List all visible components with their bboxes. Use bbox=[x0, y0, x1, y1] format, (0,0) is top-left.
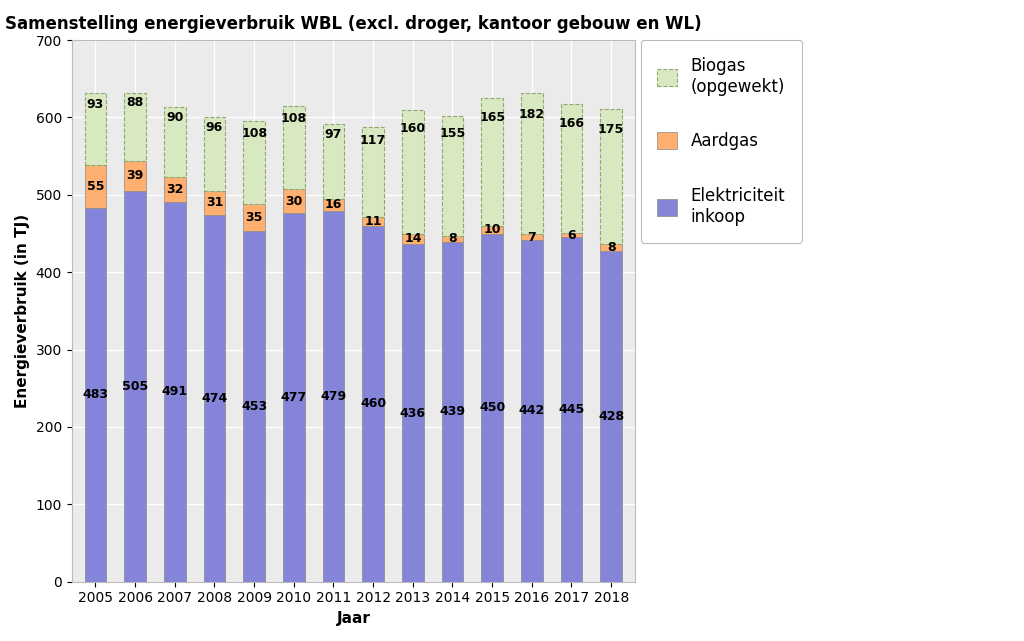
Bar bbox=[323, 211, 344, 582]
Bar bbox=[283, 213, 305, 582]
Bar bbox=[441, 116, 464, 236]
Text: 436: 436 bbox=[399, 406, 426, 420]
Text: 182: 182 bbox=[519, 108, 545, 121]
Text: 97: 97 bbox=[325, 128, 342, 142]
Text: 39: 39 bbox=[127, 169, 143, 183]
Bar bbox=[441, 236, 464, 242]
Text: 30: 30 bbox=[285, 195, 302, 208]
Bar bbox=[362, 217, 384, 226]
Bar bbox=[401, 244, 424, 582]
Text: 442: 442 bbox=[519, 404, 545, 417]
Bar bbox=[283, 106, 305, 190]
Text: 7: 7 bbox=[527, 231, 537, 244]
X-axis label: Jaar: Jaar bbox=[336, 611, 371, 626]
Text: 505: 505 bbox=[122, 380, 148, 393]
Bar bbox=[481, 226, 503, 233]
Bar bbox=[481, 98, 503, 226]
Text: 117: 117 bbox=[360, 134, 386, 147]
Text: 453: 453 bbox=[241, 400, 267, 413]
Text: 460: 460 bbox=[360, 397, 386, 410]
Bar bbox=[560, 233, 583, 237]
Text: 32: 32 bbox=[166, 183, 183, 196]
Text: 108: 108 bbox=[241, 127, 267, 140]
Text: 88: 88 bbox=[127, 96, 143, 110]
Bar bbox=[521, 240, 543, 582]
Bar bbox=[85, 165, 106, 208]
Bar bbox=[401, 110, 424, 233]
Bar bbox=[521, 235, 543, 240]
Bar bbox=[85, 94, 106, 165]
Text: 14: 14 bbox=[404, 233, 422, 246]
Bar bbox=[124, 191, 146, 582]
Text: 96: 96 bbox=[206, 121, 223, 135]
Text: 155: 155 bbox=[439, 128, 466, 140]
Bar bbox=[85, 208, 106, 582]
Text: 35: 35 bbox=[246, 211, 263, 224]
Bar bbox=[323, 124, 344, 199]
Bar bbox=[362, 127, 384, 217]
Text: 483: 483 bbox=[83, 388, 109, 401]
Text: 90: 90 bbox=[166, 112, 183, 124]
Bar bbox=[600, 244, 622, 251]
Text: 439: 439 bbox=[439, 405, 466, 419]
Text: 479: 479 bbox=[321, 390, 346, 403]
Text: 428: 428 bbox=[598, 410, 625, 422]
Text: 166: 166 bbox=[558, 117, 585, 130]
Bar bbox=[164, 177, 185, 202]
Bar bbox=[124, 93, 146, 161]
Bar bbox=[204, 117, 225, 191]
Text: 160: 160 bbox=[399, 122, 426, 135]
Title: Samenstelling energieverbruik WBL (excl. droger, kantoor gebouw en WL): Samenstelling energieverbruik WBL (excl.… bbox=[5, 15, 701, 33]
Bar bbox=[204, 215, 225, 582]
Y-axis label: Energieverbruik (in TJ): Energieverbruik (in TJ) bbox=[15, 214, 30, 408]
Text: 175: 175 bbox=[598, 123, 625, 136]
Bar bbox=[600, 109, 622, 244]
Text: 477: 477 bbox=[281, 390, 307, 404]
Bar bbox=[164, 202, 185, 582]
Bar bbox=[481, 233, 503, 582]
Text: 445: 445 bbox=[558, 403, 585, 416]
Bar bbox=[244, 204, 265, 231]
Text: 6: 6 bbox=[567, 229, 575, 242]
Text: 31: 31 bbox=[206, 197, 223, 210]
Text: 10: 10 bbox=[483, 223, 501, 236]
Text: 8: 8 bbox=[607, 241, 615, 254]
Text: 11: 11 bbox=[365, 215, 382, 228]
Bar bbox=[560, 104, 583, 233]
Bar bbox=[600, 251, 622, 582]
Bar bbox=[441, 242, 464, 582]
Bar bbox=[244, 231, 265, 582]
Bar bbox=[323, 199, 344, 211]
Text: 16: 16 bbox=[325, 199, 342, 212]
Bar bbox=[362, 226, 384, 582]
Bar bbox=[283, 190, 305, 213]
Bar bbox=[204, 191, 225, 215]
Text: 474: 474 bbox=[202, 392, 227, 405]
Text: 55: 55 bbox=[87, 180, 104, 193]
Bar bbox=[124, 161, 146, 191]
Legend: Biogas
(opgewekt), Aardgas, Elektriciteit
inkoop: Biogas (opgewekt), Aardgas, Elektricitei… bbox=[641, 40, 802, 242]
Text: 8: 8 bbox=[449, 233, 457, 246]
Bar bbox=[164, 108, 185, 177]
Bar bbox=[560, 237, 583, 582]
Bar bbox=[244, 121, 265, 204]
Bar bbox=[401, 233, 424, 244]
Text: 491: 491 bbox=[162, 385, 187, 398]
Bar bbox=[521, 94, 543, 235]
Text: 165: 165 bbox=[479, 111, 505, 124]
Text: 450: 450 bbox=[479, 401, 505, 414]
Text: 93: 93 bbox=[87, 98, 104, 111]
Text: 108: 108 bbox=[281, 112, 307, 125]
